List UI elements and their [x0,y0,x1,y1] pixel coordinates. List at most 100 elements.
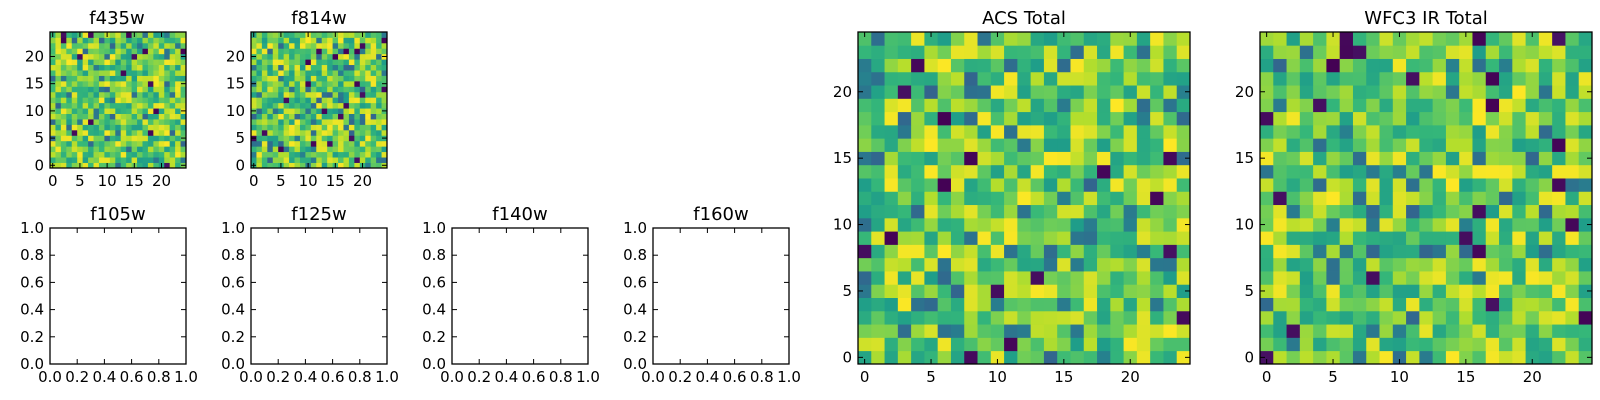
heatmap-cell [142,86,149,93]
heatmap-cell [256,151,263,158]
heatmap-cell [321,162,328,169]
heatmap-cell [1273,257,1287,272]
heatmap-cell [365,135,372,142]
heatmap-cell [1525,350,1540,365]
heatmap-cell [964,85,978,99]
heatmap-cell [1406,151,1420,166]
heatmap-cell [180,97,187,104]
heatmap-cell [1406,204,1420,219]
heatmap-cell [359,75,366,82]
heatmap-cell [1419,244,1434,259]
heatmap-cell [343,146,350,153]
heatmap-cell [175,157,181,163]
heatmap-cell [1485,124,1500,139]
heatmap-cell [104,124,111,131]
heatmap-cell [937,178,952,192]
heatmap-cell [251,59,257,66]
heatmap-cell [131,146,138,153]
heatmap-cell [1459,284,1473,298]
heatmap-cell [381,146,388,153]
heatmap-cell [147,119,154,125]
heatmap-cell [858,271,872,285]
heatmap-cell [1299,58,1314,73]
heatmap-cell [104,48,111,55]
heatmap-cell [1499,124,1513,139]
heatmap-cell [261,124,268,131]
heatmap-cell [1419,337,1434,352]
heatmap-cell [305,42,312,49]
heatmap-cell [267,70,274,76]
heatmap-cell [343,80,350,87]
heatmap-cell [305,59,312,66]
heatmap-cell [88,53,94,60]
heatmap-cell [332,70,339,76]
heatmap-cell [305,37,312,44]
heatmap-cell [1512,297,1526,312]
heatmap-cell [169,75,176,82]
heatmap-cell [977,45,992,59]
heatmap-cell [137,86,143,93]
heatmap-cell [1339,178,1354,192]
heatmap-cell [98,75,105,82]
heatmap-cell [1565,191,1580,206]
heatmap-cell [305,108,312,114]
heatmap-cell [1578,164,1593,179]
heatmap-cell [104,119,111,125]
heatmap-cell [1472,310,1487,325]
heatmap-cell [256,86,263,93]
x-tick-label: 0.0 [38,368,62,386]
heatmap-cell [289,108,295,114]
heatmap-cell [1459,71,1473,86]
heatmap-cell [1286,111,1301,126]
heatmap-cell [1459,164,1473,179]
heatmap-cell [1419,297,1434,312]
heatmap-cell [1578,45,1593,59]
heatmap-cell [175,108,181,114]
heatmap-cell [1352,98,1367,113]
heatmap-cell [169,59,176,66]
heatmap-cell [977,204,992,219]
heatmap-cell [131,151,138,158]
heatmap-cell [50,70,56,76]
heatmap-cell [120,146,127,153]
heatmap-cell [990,191,1005,206]
heatmap-cell [1043,337,1058,352]
heatmap-cell [1499,32,1513,46]
heatmap-cell [1352,310,1367,325]
heatmap-cell [55,113,62,120]
heatmap-cell [1043,310,1058,325]
heatmap-cell [977,257,992,272]
heatmap-cell [376,113,382,120]
heatmap-cell [142,151,149,158]
heatmap-cell [1552,271,1566,285]
heatmap-cell [1392,257,1407,272]
heatmap-cell [321,91,328,98]
heatmap-cell [327,135,333,142]
heatmap-cell [365,80,372,87]
heatmap-cell [370,135,377,142]
heatmap-cell [261,135,268,142]
heatmap-cell [1070,350,1085,365]
heatmap-cell [175,97,181,104]
heatmap-cell [343,135,350,142]
heatmap-cell [897,324,912,338]
heatmap-cell [1299,284,1314,298]
heatmap-cell [98,135,105,142]
heatmap-cell [1097,124,1111,139]
heatmap-cell [1313,98,1327,113]
heatmap-cell [370,108,377,114]
heatmap-cell [348,135,355,142]
heatmap-cell [98,37,105,44]
heatmap-cell [180,32,187,38]
heatmap-cell [1499,310,1513,325]
heatmap-cell [1379,85,1394,99]
heatmap-cell [871,337,885,352]
heatmap-cell [1552,191,1566,206]
heatmap-cell [977,244,992,259]
heatmap-cell [1392,178,1407,192]
heatmap-cell [348,75,355,82]
heatmap-cell [1406,337,1420,352]
heatmap-cell [1299,71,1314,86]
heatmap-cell [359,53,366,60]
